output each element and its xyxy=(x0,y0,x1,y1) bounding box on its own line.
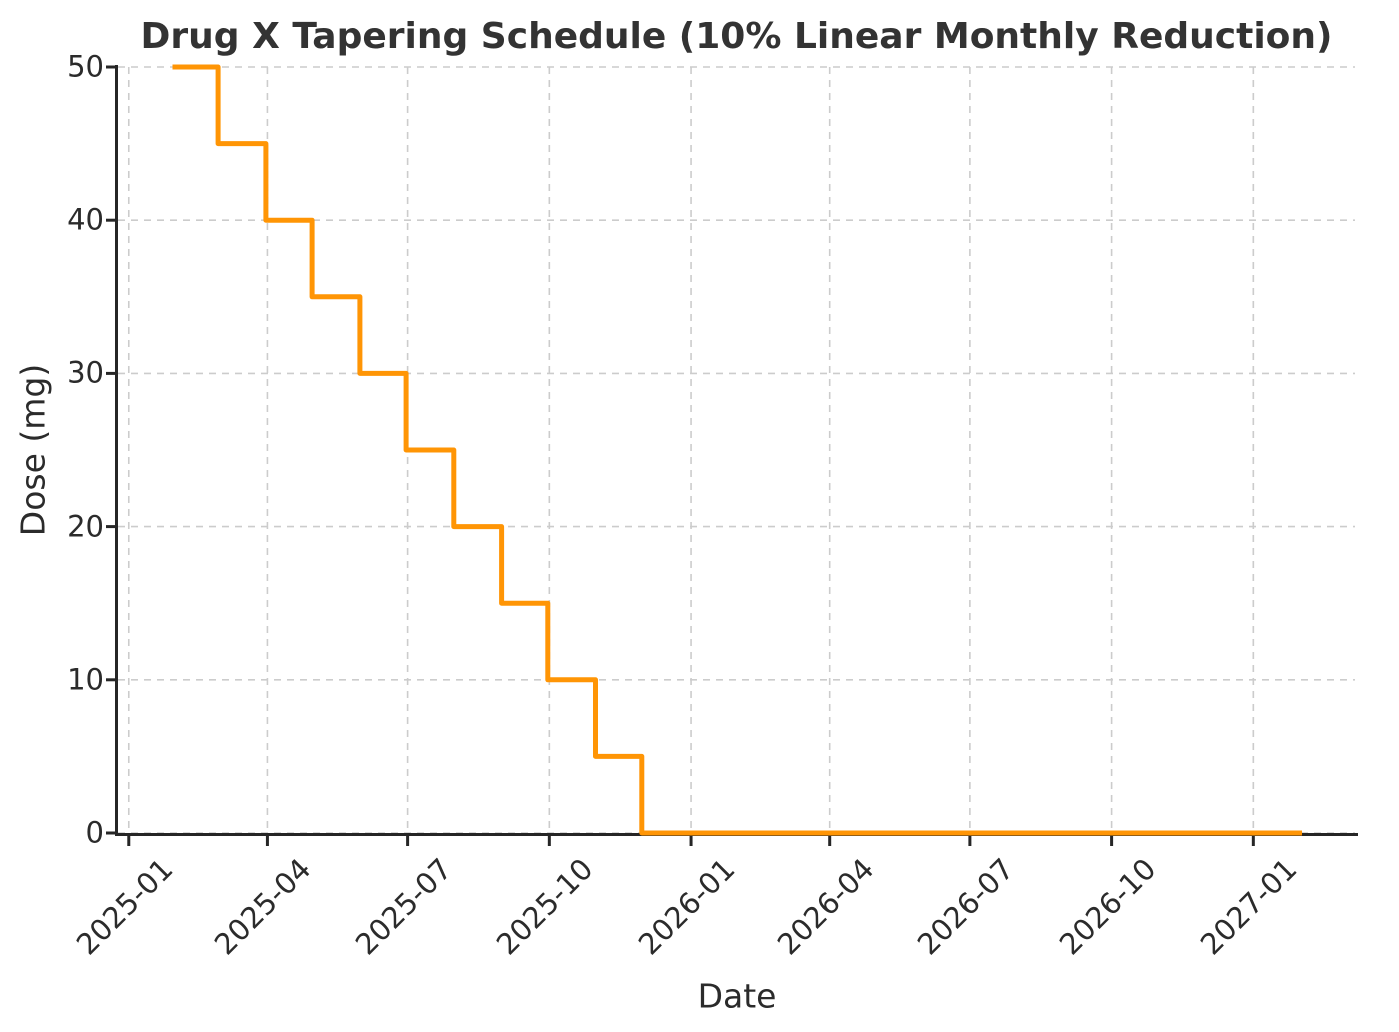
y-tick-label: 40 xyxy=(67,202,104,237)
y-tick-label: 10 xyxy=(67,662,104,697)
dose-step-line xyxy=(172,64,1302,836)
y-tick-label: 20 xyxy=(67,509,104,544)
y-axis-label: Dose (mg) xyxy=(13,363,53,537)
y-tick-label: 0 xyxy=(85,815,104,850)
chart-title: Drug X Tapering Schedule (10% Linear Mon… xyxy=(140,16,1333,57)
y-tick-label: 30 xyxy=(67,355,104,390)
x-axis-label: Date xyxy=(697,976,777,1016)
y-tick-label: 50 xyxy=(67,49,104,84)
